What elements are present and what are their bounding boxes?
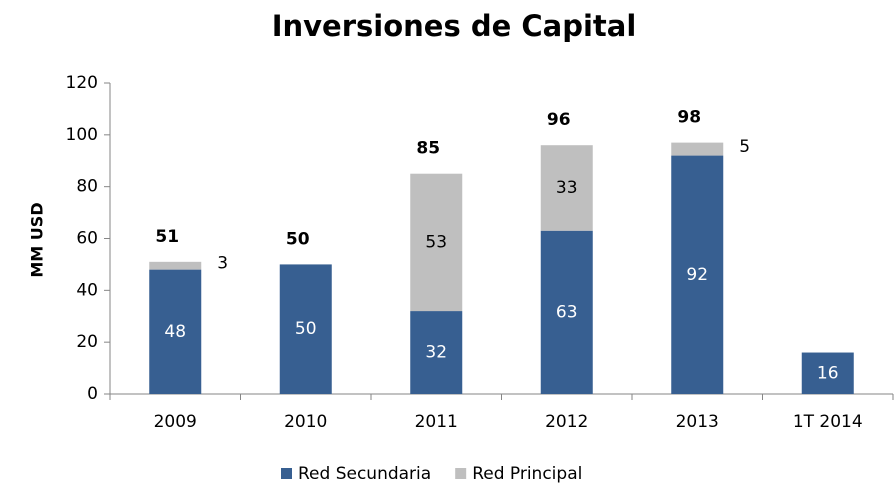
total-label: 51 <box>155 227 179 247</box>
y-tick-label: 20 <box>76 332 98 352</box>
bar-segment <box>410 311 463 394</box>
y-axis-label: MM USD <box>28 202 47 277</box>
y-tick-label: 80 <box>76 177 98 197</box>
value-label: 32 <box>425 343 447 363</box>
bar-segment <box>149 261 202 270</box>
legend-swatch <box>281 468 292 479</box>
x-tick-label: 2009 <box>154 412 197 432</box>
bar-segment <box>671 142 724 156</box>
bar-segment <box>801 352 854 394</box>
y-tick-label: 40 <box>76 280 98 300</box>
value-label: 5 <box>739 137 750 157</box>
value-label: 92 <box>686 265 708 285</box>
x-tick-label: 2013 <box>676 412 719 432</box>
total-label: 98 <box>677 108 701 128</box>
chart-title: Inversiones de Capital <box>272 9 637 43</box>
bar-segment <box>671 155 724 394</box>
legend-label: Red Principal <box>472 464 582 484</box>
y-tick-label: 120 <box>66 73 98 93</box>
value-label: 53 <box>425 232 447 252</box>
y-tick-label: 0 <box>87 384 98 404</box>
x-tick-label: 2012 <box>545 412 588 432</box>
bar-segment <box>149 269 202 394</box>
value-label: 16 <box>817 363 839 383</box>
total-label: 85 <box>416 139 440 159</box>
legend-label: Red Secundaria <box>298 464 431 484</box>
y-tick-label: 60 <box>76 229 98 249</box>
total-label: 96 <box>547 110 571 130</box>
y-tick-label: 100 <box>66 125 98 145</box>
bar-segment <box>540 230 593 394</box>
value-label: 48 <box>164 322 186 342</box>
x-tick-label: 2010 <box>284 412 327 432</box>
x-tick-label: 2011 <box>415 412 458 432</box>
total-label: 50 <box>286 229 310 249</box>
value-label: 33 <box>556 178 578 198</box>
bar-segment <box>540 145 593 231</box>
value-label: 50 <box>295 319 317 339</box>
bar-segment <box>410 173 463 312</box>
legend-swatch <box>455 468 467 479</box>
value-label: 3 <box>217 254 228 274</box>
value-label: 63 <box>556 302 578 322</box>
bar-segment <box>279 264 332 394</box>
x-tick-label: 1T 2014 <box>793 412 863 432</box>
